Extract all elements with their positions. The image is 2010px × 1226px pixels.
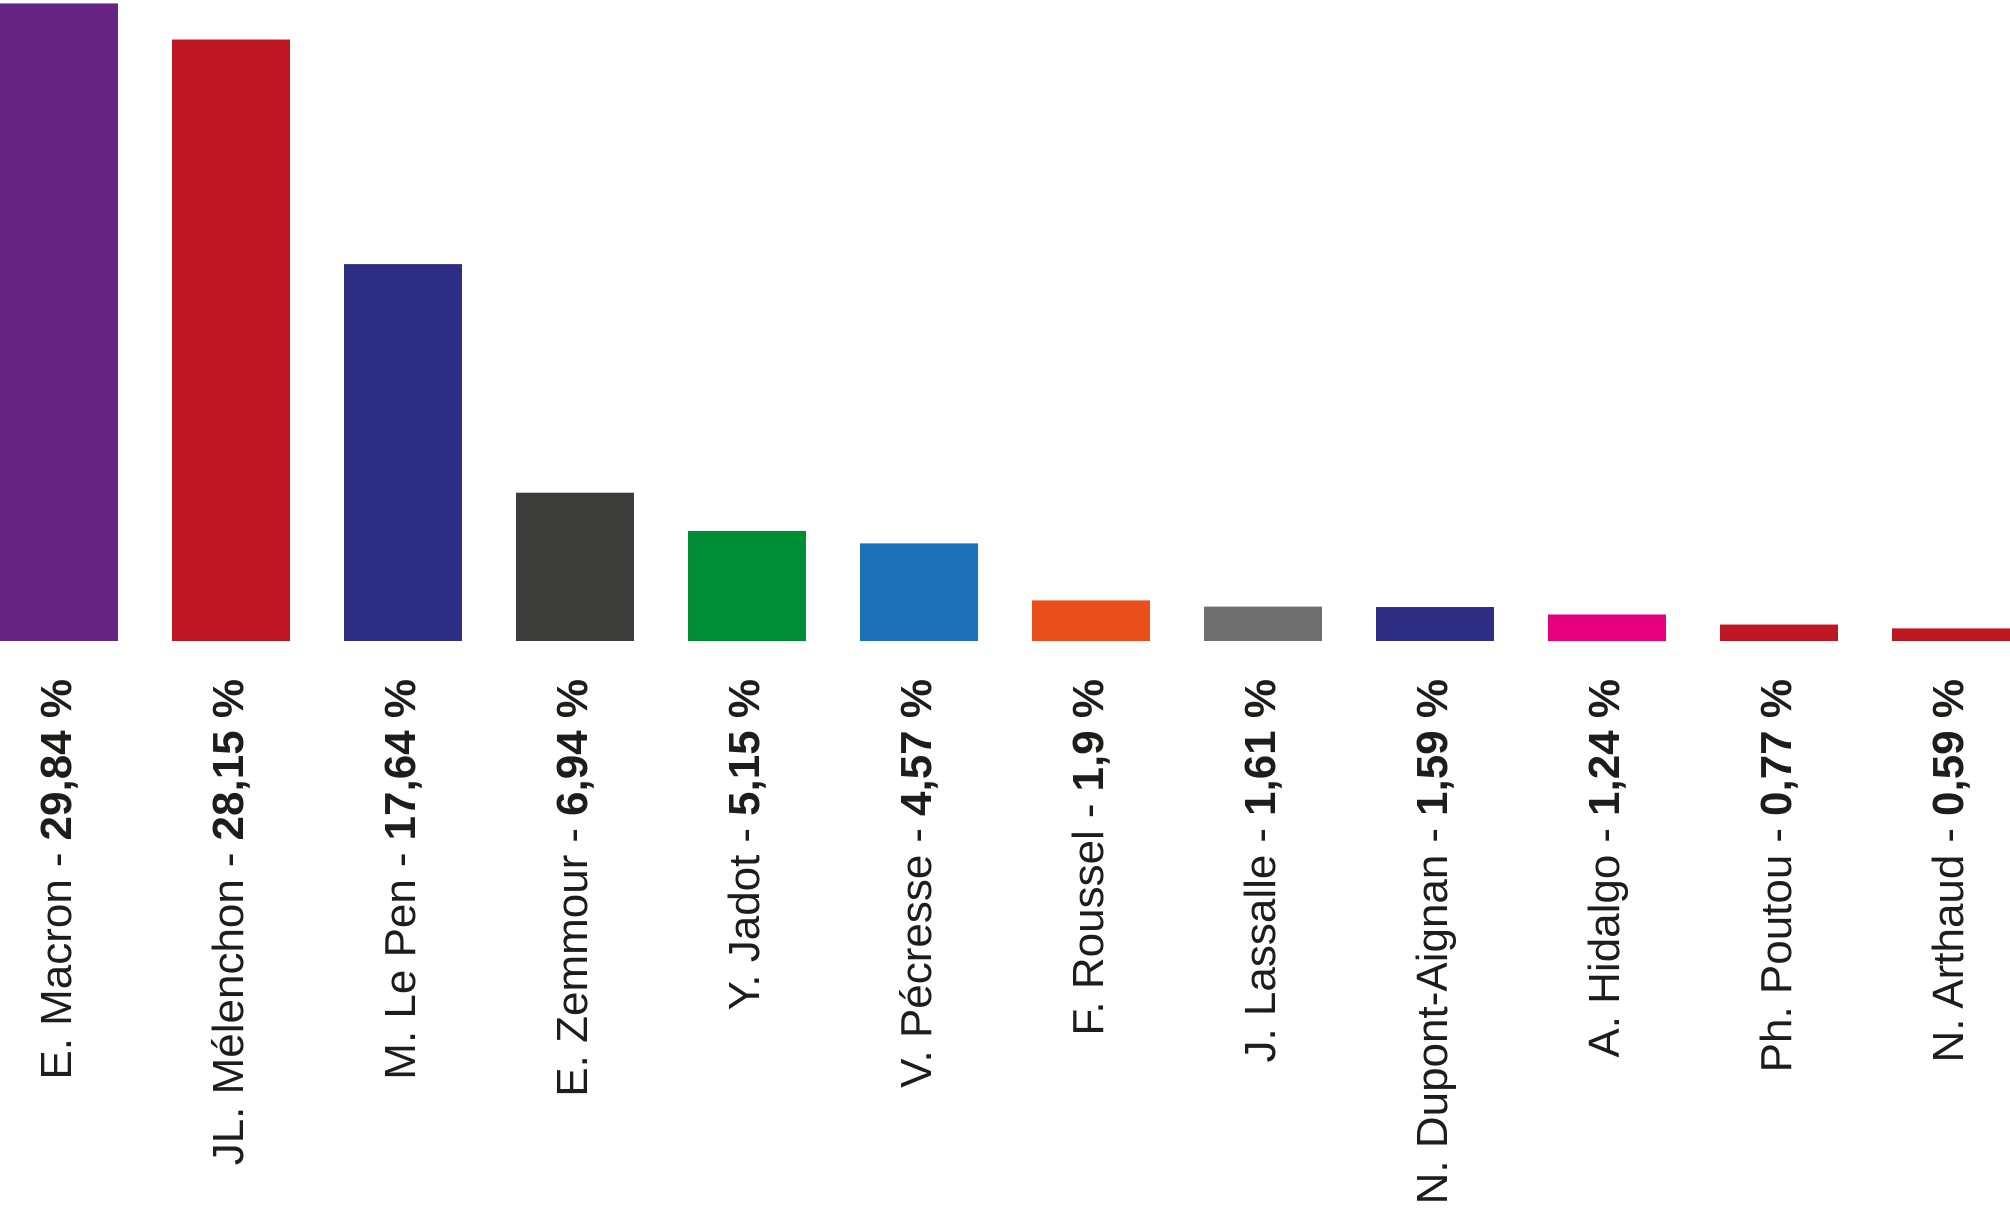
category-name: JL. Mélenchon: [204, 879, 253, 1165]
bar-label: N. Arthaud - 0,59 %: [1924, 679, 1973, 1063]
value-label: 1,59 %: [1408, 679, 1457, 816]
category-name: V. Pécresse: [892, 855, 941, 1088]
value-label: 17,64 %: [376, 679, 425, 840]
value-label: 0,59 %: [1924, 679, 1973, 816]
bar-label: V. Pécresse - 4,57 %: [892, 679, 941, 1088]
separator: -: [1580, 828, 1629, 843]
category-name: E. Zemmour: [548, 855, 597, 1097]
value-label: 4,57 %: [892, 679, 941, 816]
value-label: 1,24 %: [1580, 679, 1629, 816]
separator: -: [892, 828, 941, 843]
bar: [172, 39, 290, 642]
separator: -: [376, 852, 425, 867]
bar: [688, 530, 806, 641]
bar-label: JL. Mélenchon - 28,15 %: [204, 679, 253, 1165]
category-name: M. Le Pen: [376, 879, 425, 1080]
bar: [860, 543, 978, 641]
separator: -: [1924, 828, 1973, 843]
bar: [1204, 606, 1322, 641]
category-name: N. Dupont-Aignan: [1408, 855, 1457, 1205]
value-label: 0,77 %: [1752, 679, 1801, 816]
category-name: F. Roussel: [1064, 830, 1113, 1035]
bar: [1376, 607, 1494, 641]
separator: -: [1236, 828, 1285, 843]
category-name: A. Hidalgo: [1580, 855, 1629, 1058]
bar-label: M. Le Pen - 17,64 %: [376, 679, 425, 1080]
category-name: J. Lassalle: [1236, 855, 1285, 1063]
bar: [0, 3, 118, 642]
separator: -: [1064, 804, 1113, 819]
category-name: Y. Jadot: [720, 855, 769, 1011]
bar: [1032, 600, 1150, 641]
separator: -: [32, 852, 81, 867]
bar-label: E. Zemmour - 6,94 %: [548, 679, 597, 1097]
value-label: 29,84 %: [32, 679, 81, 840]
bar-label: Ph. Poutou - 0,77 %: [1752, 679, 1801, 1072]
category-name: N. Arthaud: [1924, 855, 1973, 1063]
bar-label: F. Roussel - 1,9 %: [1064, 679, 1113, 1036]
bar: [516, 492, 634, 641]
separator: -: [720, 828, 769, 843]
bar-label: J. Lassalle - 1,61 %: [1236, 679, 1285, 1063]
bar: [1720, 624, 1838, 641]
value-label: 5,15 %: [720, 679, 769, 816]
bar-label: A. Hidalgo - 1,24 %: [1580, 679, 1629, 1058]
value-label: 28,15 %: [204, 679, 253, 840]
bar-label: N. Dupont-Aignan - 1,59 %: [1408, 679, 1457, 1204]
value-label: 1,9 %: [1064, 679, 1113, 792]
bar: [344, 264, 462, 641]
bar: [1548, 614, 1666, 641]
bar: [1892, 628, 2010, 641]
separator: -: [1752, 828, 1801, 843]
separator: -: [204, 852, 253, 867]
value-label: 1,61 %: [1236, 679, 1285, 816]
category-name: Ph. Poutou: [1752, 855, 1801, 1073]
bar-label: E. Macron - 29,84 %: [32, 679, 81, 1080]
separator: -: [548, 828, 597, 843]
value-label: 6,94 %: [548, 679, 597, 816]
category-name: E. Macron: [32, 879, 81, 1080]
separator: -: [1408, 828, 1457, 843]
bar-label: Y. Jadot - 5,15 %: [720, 679, 769, 1010]
